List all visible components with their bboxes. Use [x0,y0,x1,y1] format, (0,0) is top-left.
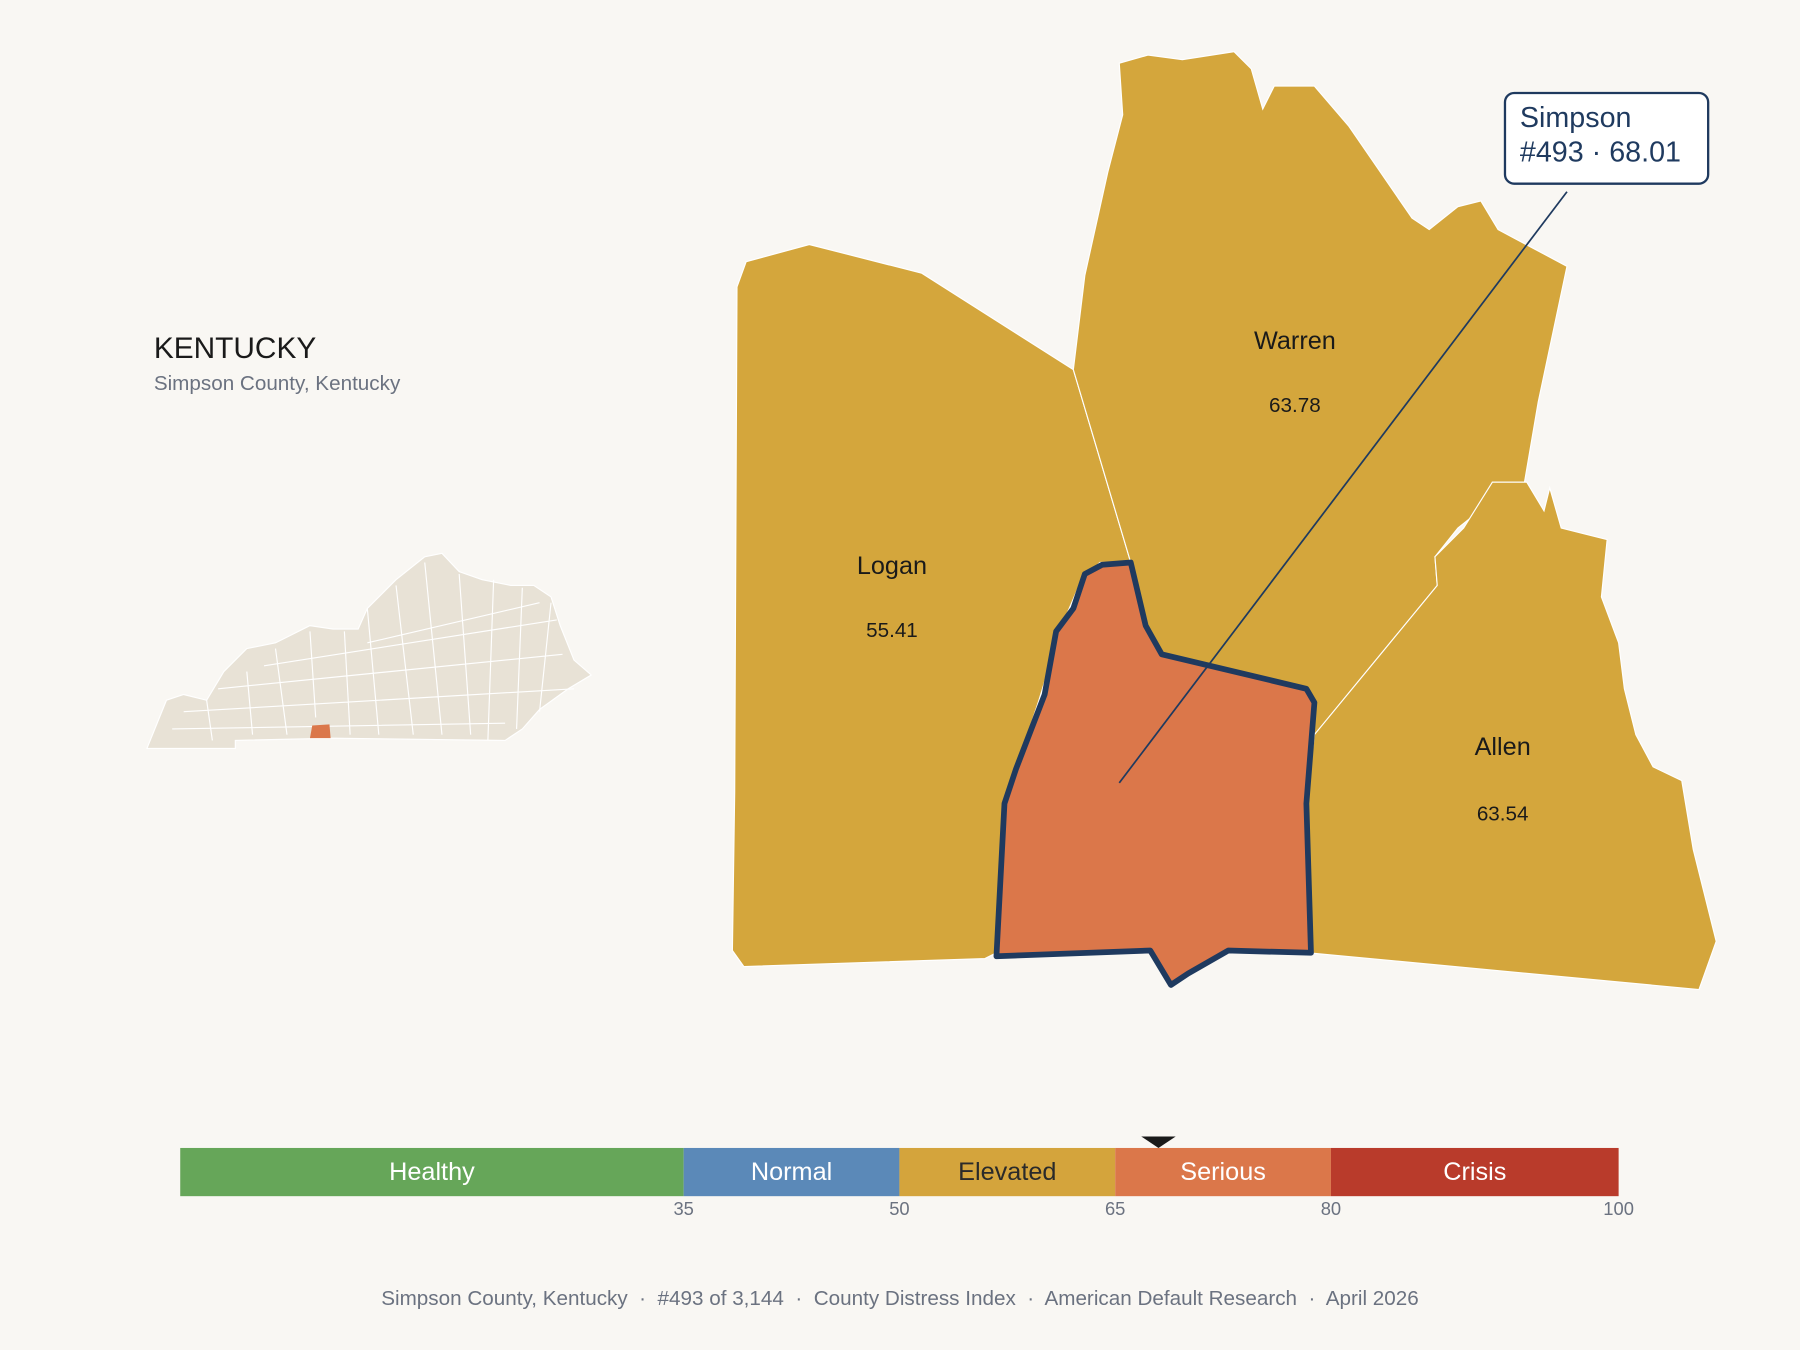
county-shape [1305,481,1717,991]
scale-tick-label: 100 [1603,1198,1634,1219]
scale-band [1115,1147,1331,1197]
county-name: Allen [1475,733,1531,761]
scale-tick-label: 80 [1321,1198,1341,1219]
footer: Simpson County, Kentucky · #493 of 3,144… [381,1287,1419,1310]
inset-county-lines [172,562,575,741]
callout-leader [1118,191,1568,784]
scale-band [180,1147,684,1197]
scale-tick-label: 65 [1105,1198,1125,1219]
scale-band-label: Healthy [389,1158,475,1186]
callout-box [1503,91,1710,185]
selected-county-shape [993,559,1318,988]
county-shape [731,243,1132,968]
scale-tick-label: 50 [889,1198,909,1219]
state-shape [146,552,593,750]
state-title: KENTUCKY [154,332,317,365]
callout-name: Simpson [1520,102,1632,134]
county-name: Logan [857,552,927,580]
county-name: Warren [1254,327,1336,355]
callout-detail: #493 · 68.01 [1520,136,1681,168]
scale-band-label: Normal [751,1158,832,1186]
scale-band-label: Crisis [1443,1158,1506,1186]
county-map: Logan 55.41 Warren 63.78 Allen 63.54 [731,51,1717,991]
county-value: 63.78 [1269,394,1321,417]
scale-band-label: Serious [1180,1158,1266,1186]
state-subtitle: Simpson County, Kentucky [154,372,401,395]
scale-band [683,1147,900,1197]
county-value: 63.54 [1477,803,1529,826]
state-inset [146,552,593,750]
scale-band-label: Elevated [958,1158,1056,1186]
scale-band [1330,1147,1619,1197]
county-value: 55.41 [866,619,918,642]
scale-band [899,1147,1116,1197]
callout: Simpson #493 · 68.01 [1118,91,1710,784]
inset-highlight [309,724,331,739]
scale-marker [1141,1136,1176,1148]
distress-scale: Healthy Normal Elevated Serious Crisis 35 50 65… [180,1136,1634,1219]
scale-tick-label: 35 [673,1198,693,1219]
